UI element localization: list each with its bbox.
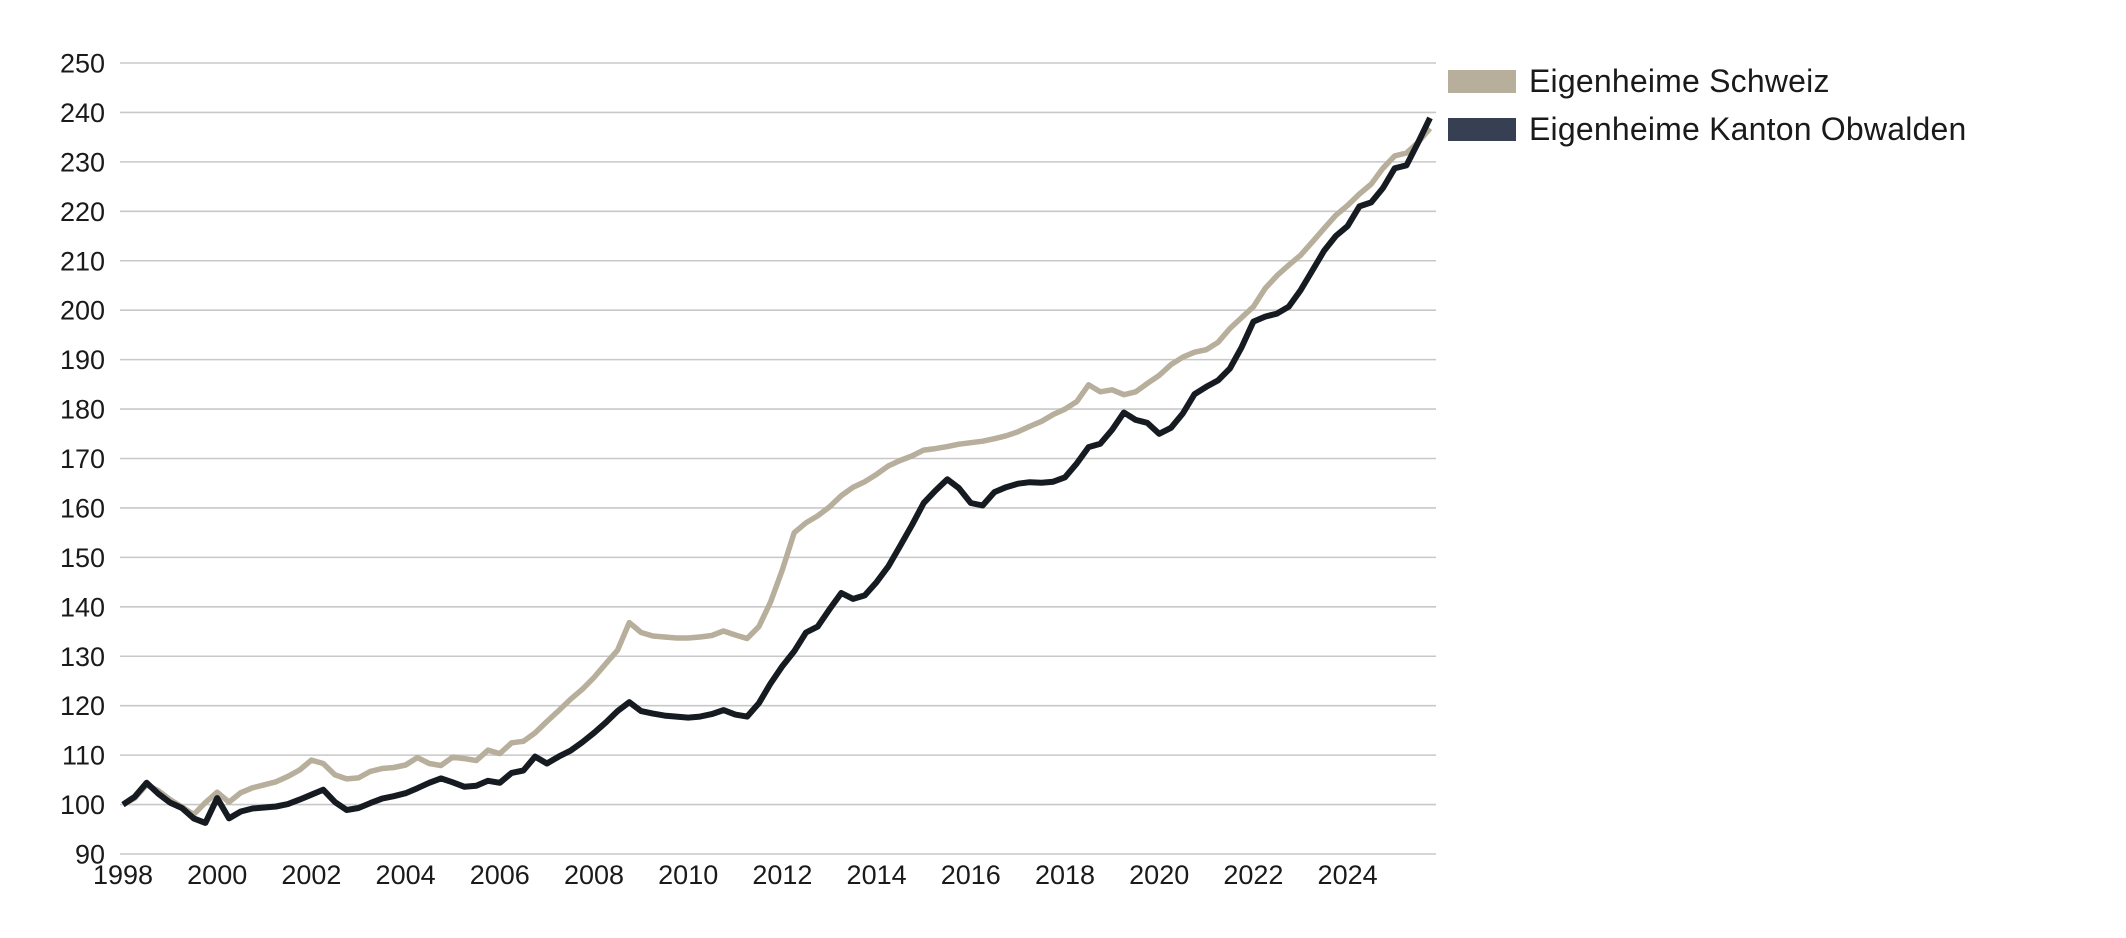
legend-swatch-obwalden (1448, 118, 1516, 141)
svg-text:2020: 2020 (1129, 860, 1189, 890)
svg-text:1998: 1998 (93, 860, 153, 890)
svg-text:130: 130 (60, 642, 105, 672)
svg-text:100: 100 (60, 790, 105, 820)
gridlines (120, 62, 1436, 855)
svg-text:2006: 2006 (470, 860, 530, 890)
svg-text:250: 250 (60, 49, 105, 79)
y-axis-tick-labels: 90 100 110 120 130 140 150 160 170 180 190 200 210 22… (60, 49, 105, 870)
legend-item-schweiz: Eigenheime Schweiz (1448, 63, 1967, 100)
svg-text:90: 90 (75, 840, 105, 870)
series-lines (121, 116, 1433, 826)
legend-label-schweiz: Eigenheime Schweiz (1529, 63, 1830, 99)
legend-swatch-schweiz (1448, 70, 1516, 93)
svg-text:2012: 2012 (752, 860, 812, 890)
svg-text:150: 150 (60, 543, 105, 573)
svg-text:2002: 2002 (281, 860, 341, 890)
svg-text:2018: 2018 (1035, 860, 1095, 890)
series-line-obwalden (121, 116, 1433, 826)
svg-text:2000: 2000 (187, 860, 247, 890)
svg-text:110: 110 (62, 741, 105, 771)
svg-text:120: 120 (60, 691, 105, 721)
svg-text:160: 160 (60, 493, 105, 523)
svg-text:2022: 2022 (1223, 860, 1283, 890)
series-line-schweiz (121, 126, 1433, 818)
legend-item-obwalden: Eigenheime Kanton Obwalden (1448, 111, 1967, 148)
svg-text:200: 200 (60, 296, 105, 326)
x-axis-tick-labels: 1998 2000 2002 2004 2006 2008 2010 2012 2014 2016… (93, 860, 1378, 890)
svg-text:2004: 2004 (376, 860, 436, 890)
svg-text:230: 230 (60, 147, 105, 177)
svg-text:2024: 2024 (1318, 860, 1378, 890)
svg-text:2014: 2014 (847, 860, 907, 890)
svg-text:180: 180 (60, 395, 105, 425)
svg-text:190: 190 (60, 345, 105, 375)
svg-text:220: 220 (60, 197, 105, 227)
svg-text:2008: 2008 (564, 860, 624, 890)
svg-text:240: 240 (60, 98, 105, 128)
svg-text:210: 210 (60, 246, 105, 276)
svg-text:140: 140 (60, 592, 105, 622)
chart-legend: Eigenheime Schweiz Eigenheime Kanton Obw… (1448, 63, 1967, 159)
svg-text:2010: 2010 (658, 860, 718, 890)
svg-text:2016: 2016 (941, 860, 1001, 890)
svg-text:170: 170 (60, 444, 105, 474)
legend-label-obwalden: Eigenheime Kanton Obwalden (1529, 111, 1967, 147)
